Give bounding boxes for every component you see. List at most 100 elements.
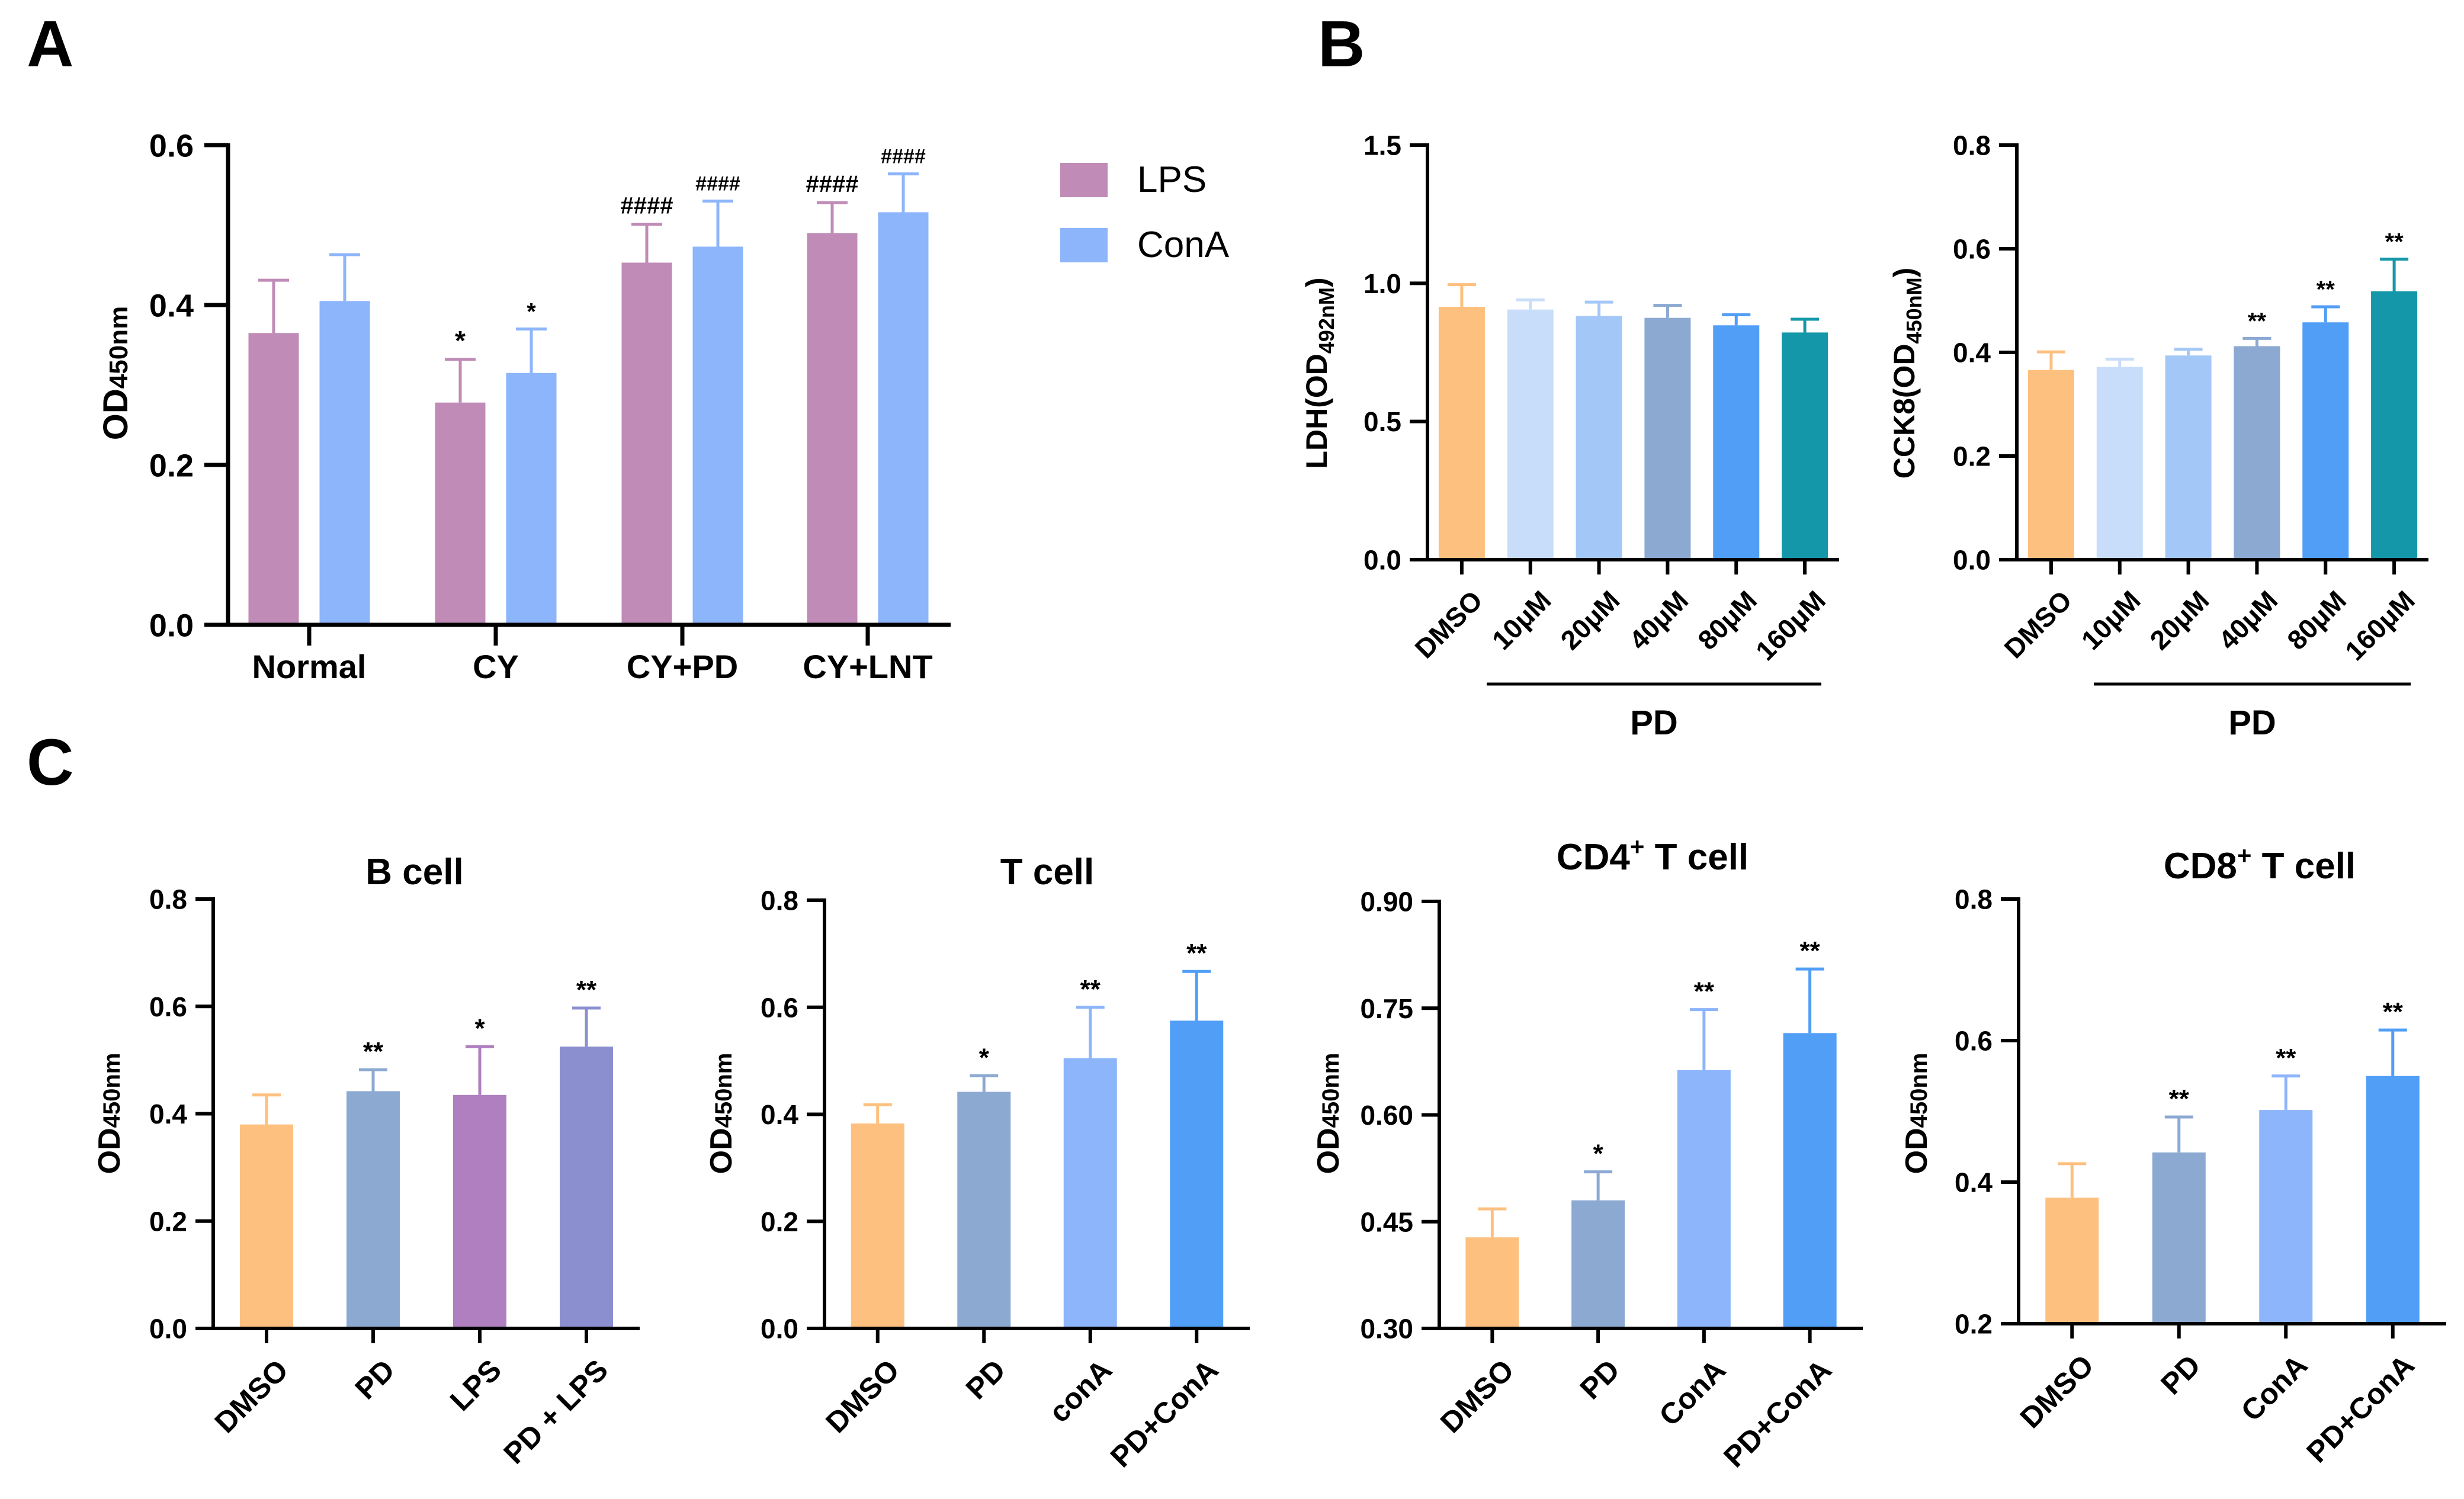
annotation-chart-c2-main-3: ** (1186, 939, 1207, 968)
bar-chart-b2-main-0 (2027, 370, 2074, 560)
chart-c1-category-label-0: DMSO (208, 1353, 295, 1440)
chart-b1-ytick-label-2: 1.0 (1363, 268, 1401, 299)
chart-c1-category-label-2: LPS (444, 1353, 508, 1417)
chart-c4-ytick-label-2: 0.6 (1955, 1026, 1993, 1057)
chart-b1-category-label-2: 20μM (1554, 585, 1625, 656)
bar-chart-a-lps-3 (807, 233, 858, 625)
bar-chart-b1-main-4 (1713, 325, 1760, 560)
bar-chart-b2-main-2 (2165, 355, 2212, 560)
chart-c2-ytick-label-2: 0.4 (761, 1099, 798, 1130)
annotation-chart-a-cona-2: #### (695, 173, 740, 195)
bar-chart-a-lps-2 (621, 262, 672, 625)
chart-c4-ytick-label-1: 0.4 (1955, 1167, 1993, 1198)
chart-a-ytick-label-2: 0.4 (149, 288, 194, 323)
bar-chart-a-cona-3 (878, 212, 929, 625)
bar-chart-b1-main-1 (1507, 309, 1554, 560)
bar-chart-a-cona-2 (692, 246, 743, 625)
bar-chart-b2-main-3 (2234, 346, 2280, 560)
chart-b1-category-label-1: 10μM (1486, 585, 1557, 656)
chart-c3-ytick-label-4: 0.90 (1360, 887, 1413, 917)
bar-chart-b2-main-1 (2096, 367, 2143, 560)
annotation-chart-c2-main-2: ** (1080, 975, 1101, 1004)
chart-a-ytick-label-1: 0.2 (149, 448, 194, 483)
chart-b1-ylabel: LDH(OD492nM) (1300, 277, 1339, 468)
bar-chart-c2-main-1 (957, 1092, 1011, 1328)
chart-b2-ytick-label-4: 0.8 (1953, 130, 1991, 161)
bar-chart-b1-main-3 (1644, 317, 1691, 560)
panel-label-a: A (27, 8, 73, 81)
chart-b1-category-label-5: 160μM (1750, 585, 1831, 666)
chart-c3-category-label-2: ConA (1653, 1353, 1732, 1433)
chart-c1-ytick-label-3: 0.6 (149, 991, 187, 1022)
chart-c1-category-label-3: PD + LPS (497, 1353, 614, 1471)
chart-c3-ytick-label-2: 0.60 (1360, 1100, 1413, 1131)
bar-chart-c4-main-2 (2259, 1110, 2313, 1324)
chart-c2-ylabel: OD450nm (704, 1053, 739, 1174)
chart-c2-ytick-label-1: 0.2 (761, 1206, 798, 1237)
chart-c4-category-label-0: DMSO (2014, 1349, 2100, 1435)
legend-swatch-lps (1060, 163, 1108, 197)
chart-b2-ytick-label-3: 0.6 (1953, 234, 1991, 265)
bar-chart-c3-main-0 (1465, 1237, 1519, 1328)
chart-a: OD450nm LPS ConA * #### #### * #### #### 0.0 0.… (97, 128, 1230, 685)
chart-b2: CCK8(OD450nM) ******0.00.20.40.60.8DMSO1… (1888, 130, 2428, 742)
bar-chart-b1-main-2 (1576, 316, 1622, 560)
bar-chart-b2-main-4 (2302, 322, 2349, 560)
chart-c4-category-label-1: PD (2154, 1349, 2207, 1401)
bar-chart-a-cona-0 (319, 301, 370, 625)
chart-b2-category-label-1: 10μM (2075, 585, 2147, 656)
chart-b1-group-label: PD (1630, 704, 1678, 742)
chart-c1-category-label-1: PD (349, 1353, 402, 1406)
chart-c1-ytick-label-4: 0.8 (149, 884, 187, 915)
chart-c2-ytick-label-3: 0.6 (761, 992, 798, 1023)
bar-chart-c3-main-2 (1677, 1070, 1731, 1328)
chart-a-ytick-label-0: 0.0 (149, 608, 194, 643)
panel-label-b: B (1318, 8, 1365, 81)
chart-c1-ylabel: OD450nm (92, 1053, 127, 1174)
bar-chart-c1-main-2 (453, 1094, 506, 1328)
bar-chart-c4-main-3 (2366, 1076, 2420, 1324)
chart-a-ylabel: OD450nm (97, 306, 135, 440)
chart-b2-group-label: PD (2228, 704, 2276, 742)
annotation-chart-a-lps-3: #### (806, 171, 859, 197)
chart-a-category-label-0: Normal (252, 648, 367, 685)
chart-b2-ylabel: CCK8(OD450nM) (1888, 268, 1926, 479)
bar-chart-c2-main-0 (851, 1123, 904, 1328)
chart-c2-ytick-label-4: 0.8 (761, 885, 798, 916)
legend-label-cona: ConA (1137, 224, 1230, 265)
annotation-chart-c4-main-3: ** (2383, 997, 2404, 1026)
bar-chart-c1-main-1 (346, 1091, 400, 1328)
chart-a-legend: LPS ConA (1060, 159, 1230, 265)
bar-chart-c2-main-2 (1063, 1058, 1117, 1328)
chart-c4: CD8+ T cell OD450nm ** ** ** 0.2 0.4 0.6 0.8 DM… (1900, 842, 2446, 1469)
chart-c4-category-label-2: ConA (2235, 1349, 2314, 1428)
chart-c4-category-label-3: PD+ConA (2300, 1349, 2421, 1469)
bar-chart-b2-main-5 (2371, 291, 2418, 560)
chart-c3-category-label-0: DMSO (1434, 1353, 1520, 1440)
chart-b1-ytick-label-0: 0.0 (1363, 545, 1401, 576)
chart-b2-ytick-label-1: 0.2 (1953, 441, 1991, 472)
chart-c3-category-label-1: PD (1574, 1353, 1626, 1406)
chart-b2-category-label-5: 160μM (2339, 585, 2421, 666)
annotation-chart-a-lps-2: #### (621, 193, 673, 219)
bar-chart-b1-main-0 (1438, 307, 1485, 560)
annotation-chart-b2-main-5: ** (2385, 229, 2404, 255)
annotation-chart-c4-main-2: ** (2276, 1044, 2296, 1073)
bar-chart-b1-main-5 (1782, 332, 1828, 560)
chart-c2-category-label-0: DMSO (819, 1353, 906, 1440)
bar-chart-c4-main-1 (2152, 1152, 2206, 1324)
annotation-chart-a-cona-3: #### (881, 146, 926, 168)
bar-chart-a-lps-1 (435, 402, 486, 625)
bar-chart-a-cona-1 (506, 373, 557, 625)
chart-c2-category-label-3: PD+ConA (1104, 1353, 1225, 1474)
chart-b2-category-label-2: 20μM (2144, 585, 2215, 656)
chart-b1-category-label-0: DMSO (1409, 585, 1488, 664)
chart-c2-ytick-label-0: 0.0 (761, 1314, 798, 1344)
annotation-chart-b2-main-3: ** (2248, 308, 2267, 334)
chart-c4-ytick-label-0: 0.2 (1955, 1309, 1993, 1340)
chart-c4-title: CD8+ T cell (2164, 842, 2356, 887)
chart-a-ytick-label-3: 0.6 (149, 128, 194, 163)
annotation-chart-c3-main-2: ** (1694, 977, 1715, 1006)
